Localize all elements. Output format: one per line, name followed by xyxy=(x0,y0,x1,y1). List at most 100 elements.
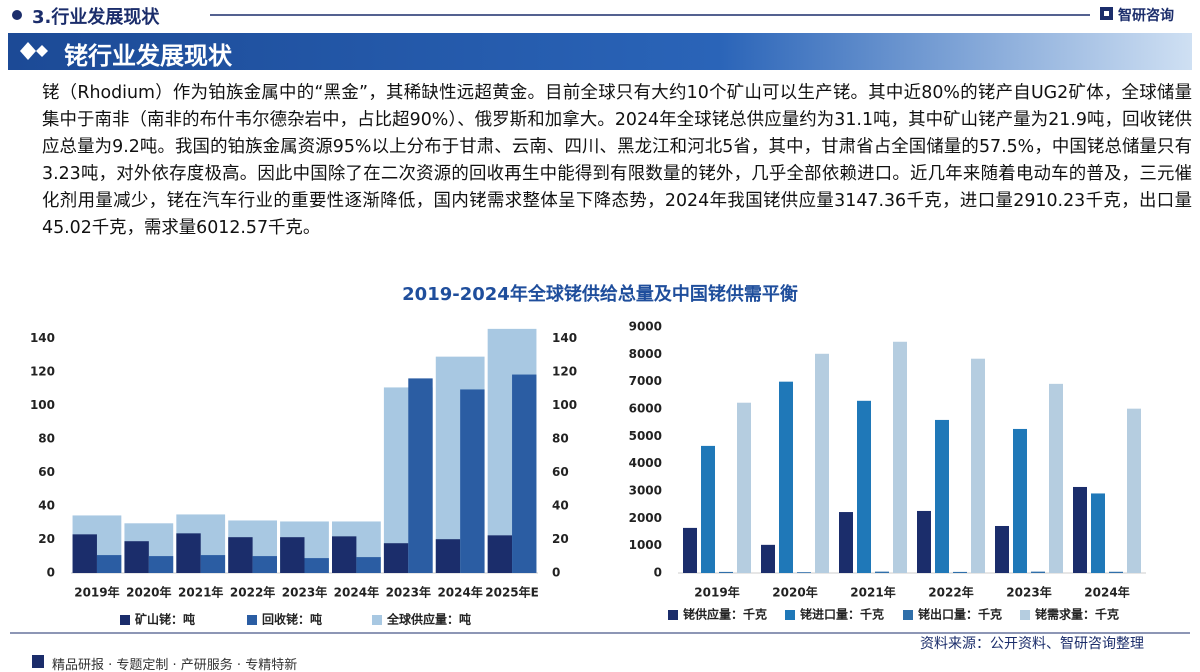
legend-label: 铑供应量：千克 xyxy=(683,607,767,622)
brand: 智研咨询 xyxy=(1118,8,1174,24)
x-tick-label: 2023年 xyxy=(386,585,431,600)
y-tick-label: 0 xyxy=(47,566,55,580)
banner: 铑行业发展现状 xyxy=(8,33,1192,70)
y2-tick-label: 100 xyxy=(552,398,577,412)
bar xyxy=(1109,571,1123,573)
bar xyxy=(1031,571,1045,573)
y-tick-label: 100 xyxy=(30,398,55,412)
bar xyxy=(176,533,201,573)
y-tick-label: 2000 xyxy=(629,511,662,525)
bar xyxy=(857,400,871,573)
bar xyxy=(148,556,174,573)
y-tick-label: 60 xyxy=(38,465,55,479)
legend-swatch xyxy=(785,610,795,620)
source: 资料来源：公开资料、智研咨询整理 xyxy=(920,636,1144,652)
bar xyxy=(1073,486,1087,573)
legend-swatch xyxy=(372,615,382,625)
y2-tick-label: 20 xyxy=(552,532,569,546)
legend-label: 回收铑：吨 xyxy=(262,612,322,627)
y2-tick-label: 120 xyxy=(552,365,577,379)
y-tick-label: 1000 xyxy=(629,538,662,552)
bar xyxy=(356,557,381,573)
legend-label: 铑进口量：千克 xyxy=(800,607,884,622)
x-tick-label: 2022年 xyxy=(230,585,275,600)
bar xyxy=(917,510,931,573)
legend-swatch xyxy=(247,615,257,625)
bar xyxy=(304,558,329,573)
x-tick-label: 2020年 xyxy=(772,585,817,600)
bar xyxy=(72,534,97,573)
y-tick-label: 6000 xyxy=(629,402,662,416)
bar xyxy=(1013,428,1027,573)
y2-tick-label: 140 xyxy=(552,331,577,345)
x-tick-label: 2025年E xyxy=(485,585,539,600)
y-tick-label: 8000 xyxy=(629,347,662,361)
x-tick-label: 2021年 xyxy=(850,585,895,600)
y2-tick-label: 40 xyxy=(552,499,569,513)
bar xyxy=(1091,493,1105,573)
bar xyxy=(737,402,751,573)
brand-logo-inner xyxy=(1104,11,1109,16)
paragraph: 铑（Rhodium）作为铂族金属中的“黑金”，其稀缺性远超黄金。目前全球只有大约… xyxy=(42,83,1192,238)
y-tick-label: 7000 xyxy=(629,374,662,388)
bar xyxy=(701,445,715,573)
bar xyxy=(332,536,357,573)
footer: 精品研报 · 专题定制 · 产研服务 · 专精特新 xyxy=(52,658,298,672)
bar xyxy=(995,525,1009,573)
bar xyxy=(971,358,985,573)
bar xyxy=(408,378,433,573)
x-tick-label: 2023年 xyxy=(1006,585,1051,600)
legend-label: 铑出口量：千克 xyxy=(918,607,1002,622)
bar xyxy=(683,527,697,573)
bar xyxy=(435,539,461,573)
bullet xyxy=(12,10,22,20)
x-tick-label: 2024年 xyxy=(437,585,482,600)
bar xyxy=(779,381,793,573)
legend-swatch xyxy=(903,610,913,620)
legend-label: 铑需求量：千克 xyxy=(1035,607,1119,622)
footer-icon xyxy=(32,655,44,668)
bar xyxy=(893,341,907,573)
y2-tick-label: 0 xyxy=(552,566,560,580)
bar xyxy=(96,555,122,573)
y-tick-label: 0 xyxy=(654,566,662,580)
chart-title: 2019-2024年全球铑供给总量及中国铑供需平衡 xyxy=(402,284,798,305)
y-tick-label: 80 xyxy=(38,432,55,446)
y-tick-label: 3000 xyxy=(629,484,662,498)
bar xyxy=(280,537,305,573)
x-tick-label: 2021年 xyxy=(178,585,223,600)
legend-swatch xyxy=(1020,610,1030,620)
bar xyxy=(487,535,513,573)
bar xyxy=(815,353,829,573)
bar xyxy=(953,571,967,573)
legend-label: 矿山铑：吨 xyxy=(135,612,195,627)
bar xyxy=(512,374,537,573)
legend-label: 全球供应量：吨 xyxy=(386,612,471,627)
x-tick-label: 2019年 xyxy=(694,585,739,600)
y-tick-label: 4000 xyxy=(629,456,662,470)
section-title: 3.行业发展现状 xyxy=(32,7,160,28)
y2-tick-label: 60 xyxy=(552,465,569,479)
y-tick-label: 120 xyxy=(30,365,55,379)
bar xyxy=(935,419,949,573)
bar xyxy=(797,572,811,573)
bar xyxy=(875,571,889,573)
bar xyxy=(252,556,277,573)
y-tick-label: 5000 xyxy=(629,429,662,443)
bar xyxy=(124,541,149,573)
x-tick-label: 2024年 xyxy=(334,585,379,600)
x-tick-label: 2019年 xyxy=(74,585,119,600)
bar xyxy=(719,571,733,573)
x-tick-label: 2024年 xyxy=(1084,585,1129,600)
banner-title: 铑行业发展现状 xyxy=(64,42,232,70)
bar xyxy=(383,543,409,573)
bar xyxy=(839,512,853,573)
legend-swatch xyxy=(120,615,130,625)
bar xyxy=(460,389,485,573)
x-tick-label: 2022年 xyxy=(928,585,973,600)
bar xyxy=(761,544,775,573)
y-tick-label: 20 xyxy=(38,532,55,546)
y-tick-label: 40 xyxy=(38,499,55,513)
y2-tick-label: 80 xyxy=(552,432,569,446)
